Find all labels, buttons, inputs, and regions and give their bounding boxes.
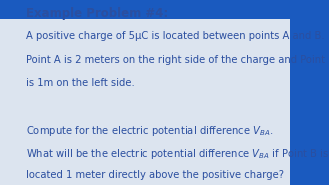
Text: A positive charge of 5μC is located between points A and B.: A positive charge of 5μC is located betw… bbox=[26, 31, 325, 41]
Text: What will be the electric potential difference $V_{BA}$ if Point B is: What will be the electric potential diff… bbox=[26, 147, 329, 161]
Text: Point A is 2 meters on the right side of the charge and Point B: Point A is 2 meters on the right side of… bbox=[26, 55, 329, 65]
Text: Compute for the electric potential difference $V_{BA}$.: Compute for the electric potential diffe… bbox=[26, 124, 274, 138]
Text: located 1 meter directly above the positive charge?: located 1 meter directly above the posit… bbox=[26, 170, 284, 180]
FancyBboxPatch shape bbox=[0, 0, 329, 18]
FancyBboxPatch shape bbox=[290, 0, 329, 185]
Text: Example Problem #4:: Example Problem #4: bbox=[26, 7, 168, 20]
Text: is 1m on the left side.: is 1m on the left side. bbox=[26, 78, 135, 88]
